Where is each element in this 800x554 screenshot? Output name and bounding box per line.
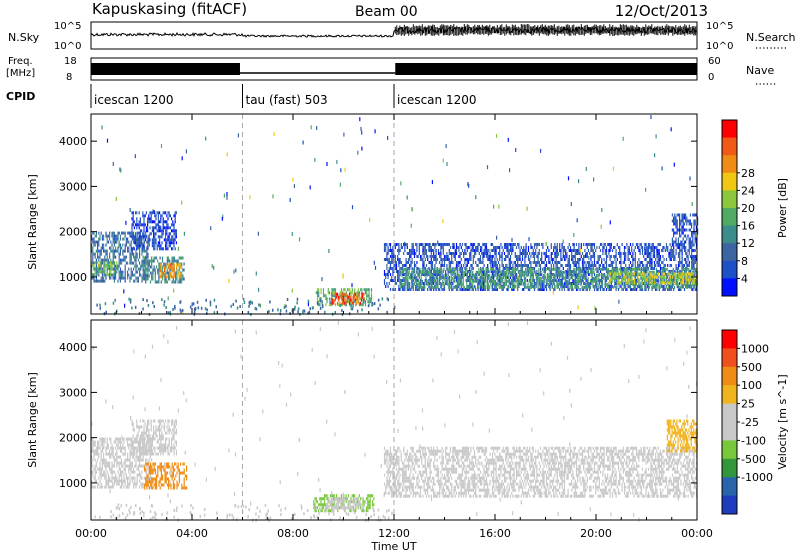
colorbar-tick-label: 500 <box>741 361 762 374</box>
colorbar-tick-label: -1000 <box>741 471 773 484</box>
y-tick-label: 4000 <box>59 135 87 148</box>
nave-tick-bottom: 0 <box>708 72 714 83</box>
nsky-tick-top: 10^5 <box>54 21 81 32</box>
y-tick-label: 2000 <box>59 432 87 445</box>
data-region-4 <box>325 497 365 510</box>
colorbar-tick-label: -100 <box>741 434 766 447</box>
colorbar-swatch <box>722 385 737 404</box>
data-region-5 <box>383 446 698 498</box>
nsky-label: N.Sky <box>8 31 40 44</box>
y-tick-label: 1000 <box>59 477 87 490</box>
data-region-9 <box>608 272 698 285</box>
colorbar-swatch <box>722 278 737 297</box>
x-axis-label: Time UT <box>370 540 416 553</box>
colorbar-swatch <box>722 495 737 515</box>
colorbar-tick-label: 12 <box>741 237 755 250</box>
cpid-strip: icescan 1200 tau (fast) 503 icescan 1200 <box>90 84 476 108</box>
power-colorbar: 4 8 12 16 20 24 28 Power [dB] <box>721 119 789 297</box>
freq-tick-top: 18 <box>64 56 77 67</box>
data-region-6 <box>666 419 698 453</box>
freq-tick-bottom: 8 <box>66 72 72 83</box>
freq-block-1 <box>395 63 697 75</box>
colorbar-swatch <box>722 190 737 209</box>
beam-title: Beam 00 <box>355 4 418 20</box>
x-tick-label: 00:00 <box>75 527 107 540</box>
colorbar-swatch <box>722 422 737 441</box>
colorbar-swatch <box>722 120 737 138</box>
colorbar-tick-label: 25 <box>741 398 755 411</box>
colorbar-swatch <box>722 137 737 156</box>
nsearch-series <box>394 24 698 36</box>
colorbar-tick-label: -25 <box>741 416 759 429</box>
data-region-2 <box>144 462 188 490</box>
data-region-8 <box>399 267 698 289</box>
y-tick-label: 3000 <box>59 180 87 193</box>
cpid-segment-label: tau (fast) 503 <box>246 93 328 107</box>
colorbar-swatch <box>722 225 737 244</box>
x-tick-label: 20:00 <box>580 527 612 540</box>
y-tick-label: 3000 <box>59 386 87 399</box>
x-tick-label: 08:00 <box>277 527 309 540</box>
data-region-2 <box>131 211 177 251</box>
x-tick-label: 04:00 <box>176 527 208 540</box>
noise-dots <box>97 115 699 315</box>
data-region-4 <box>159 263 182 279</box>
nsky-tick-bottom: 10^0 <box>54 41 81 52</box>
colorbar-tick-label: 4 <box>741 272 748 285</box>
velocity-ylabel: Slant Range [km] <box>26 372 39 468</box>
nsky-series <box>90 25 698 38</box>
colorbar-swatch <box>722 208 737 226</box>
date-title: 12/Oct/2013 <box>615 2 708 20</box>
colorbar-tick-label: 24 <box>741 184 755 197</box>
freq-block-0 <box>91 63 240 75</box>
colorbar-tick-label: 16 <box>741 220 755 233</box>
nsky-strip <box>90 21 698 50</box>
colorbar-swatch <box>722 458 737 478</box>
nsearch-tick-top: 10^5 <box>706 21 733 32</box>
colorbar-tick-label: 20 <box>741 202 755 215</box>
colorbar-swatch <box>722 477 737 496</box>
colorbar-swatch <box>722 440 737 460</box>
data-region-10 <box>671 213 699 247</box>
velocity-panel: 1000 2000 3000 4000 00:00 04:00 08:00 12:00 16:0… <box>59 319 713 540</box>
colorbar-tick-label: 28 <box>741 167 755 180</box>
colorbar-tick-label: 100 <box>741 379 762 392</box>
y-tick-label: 4000 <box>59 341 87 354</box>
power-colorbar-title: Power [dB] <box>776 178 789 238</box>
freq-unit-label: [MHz] <box>6 68 35 79</box>
x-tick-label: 12:00 <box>378 527 410 540</box>
power-panel: 1000 2000 3000 4000 <box>59 113 699 316</box>
cpid-segment-label: icescan 1200 <box>397 93 476 107</box>
freq-label: Freq. <box>8 56 33 67</box>
nsearch-tick-bottom: 10^0 <box>706 41 733 52</box>
colorbar-swatch <box>722 260 737 279</box>
colorbar-swatch <box>722 243 737 262</box>
nave-label: Nave <box>746 64 774 77</box>
velocity-colorbar-title: Velocity [m s^-1] <box>776 374 789 469</box>
station-title: Kapuskasing (fitACF) <box>92 0 247 18</box>
x-tick-label: 16:00 <box>479 527 511 540</box>
colorbar-tick-label: 1000 <box>741 342 769 355</box>
nave-tick-top: 60 <box>708 56 721 67</box>
y-tick-label: 2000 <box>59 226 87 239</box>
nsearch-label: N.Search <box>746 31 796 44</box>
x-tick-label: 00:00 <box>681 527 713 540</box>
colorbar-swatch <box>722 172 737 191</box>
colorbar-swatch <box>722 403 737 423</box>
colorbar-swatch <box>722 348 737 368</box>
power-ylabel: Slant Range [km] <box>26 174 39 270</box>
freq-strip <box>90 57 698 81</box>
colorbar-tick-label: -500 <box>741 453 766 466</box>
colorbar-swatch <box>722 330 737 349</box>
colorbar-tick-label: 8 <box>741 255 748 268</box>
y-tick-label: 1000 <box>59 271 87 284</box>
cpid-segment-label: icescan 1200 <box>94 93 173 107</box>
colorbar-swatch <box>722 155 737 174</box>
cpid-label: CPID <box>6 90 35 103</box>
colorbar-swatch <box>722 366 737 386</box>
